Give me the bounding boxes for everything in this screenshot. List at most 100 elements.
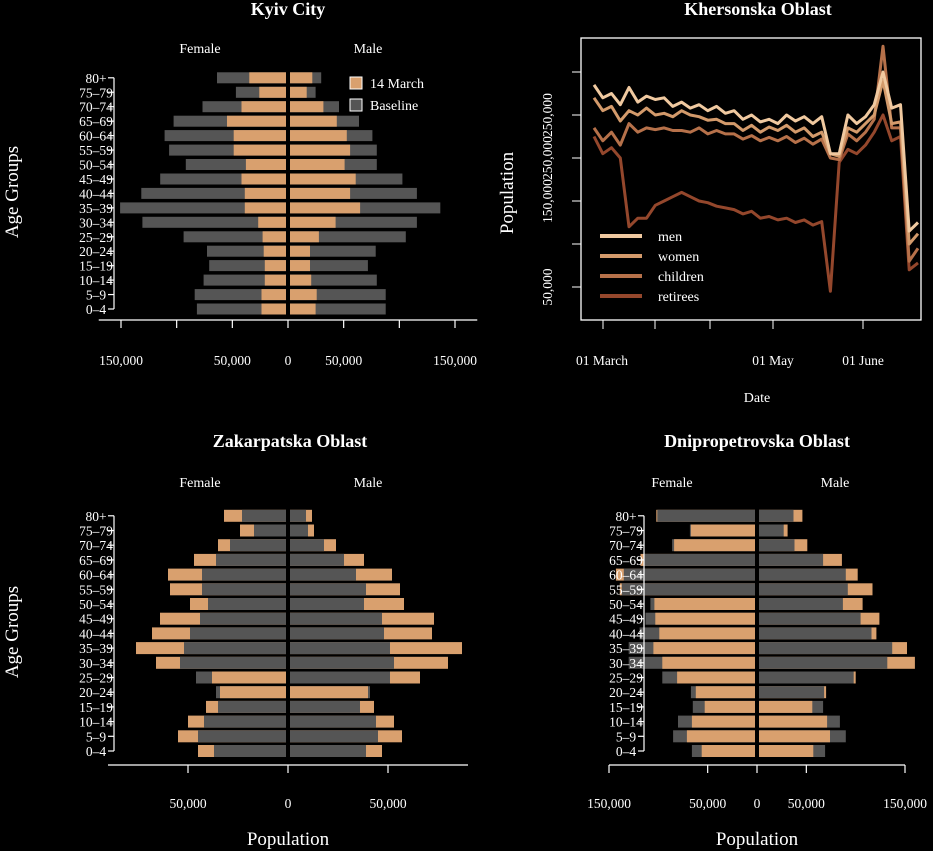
bar-female-march14 <box>244 202 286 214</box>
bar-female-baseline <box>169 144 286 156</box>
bar-female-march14 <box>233 144 286 156</box>
bar-female-march14 <box>690 524 755 537</box>
bar-female-march14 <box>654 598 755 610</box>
bar-female-baseline <box>623 568 755 581</box>
bar-male-march14 <box>290 101 324 113</box>
y-tick-label: 30–34 <box>79 656 113 671</box>
y-tick-label: 10–14 <box>609 715 643 730</box>
y-tick-label: 70–74 <box>79 100 113 115</box>
bar-female-march14 <box>249 72 286 84</box>
y-tick-label: 40–44 <box>609 626 643 641</box>
bar-female-march14 <box>704 700 755 713</box>
bar-male-baseline <box>759 671 854 684</box>
y-tick-label: 5–9 <box>616 729 637 744</box>
line-men <box>592 70 920 233</box>
bar-female-march14 <box>261 303 286 315</box>
line-children <box>592 44 920 263</box>
bar-female-baseline <box>202 583 286 596</box>
bar-female-baseline <box>185 159 286 170</box>
bar-female-baseline <box>208 598 286 610</box>
y-tick-label: 250,000 <box>540 93 555 137</box>
kyiv-y-axis-label: Age Groups <box>2 146 23 238</box>
dnipropetrovska-y-axis: 0–45–910–1415–1920–2425–2930–3435–3940–4… <box>609 509 645 759</box>
zakarpatska-bars <box>136 509 462 757</box>
kyiv-y-axis: 0–45–910–1415–1920–2425–2930–3435–3940–4… <box>79 71 115 317</box>
bar-male-baseline <box>290 202 441 214</box>
bar-male-baseline <box>290 568 356 581</box>
y-tick-label: 0–4 <box>86 744 107 759</box>
bar-male-baseline <box>290 216 417 228</box>
zakarpatska-title: Zakarpatska Oblast <box>213 431 368 451</box>
kyiv-bars <box>120 72 441 315</box>
bar-female-baseline <box>216 553 286 566</box>
legend-label-women: women <box>658 250 699 265</box>
bar-male-baseline <box>290 671 390 684</box>
bar-male-baseline <box>759 509 794 522</box>
bar-female-march14 <box>264 260 286 272</box>
bar-male-baseline <box>290 745 366 757</box>
bar-female-march14 <box>227 115 286 127</box>
bar-male-march14 <box>290 260 310 272</box>
bar-female-baseline <box>198 730 286 743</box>
bar-female-march14 <box>674 539 755 552</box>
bar-female-baseline <box>183 231 286 243</box>
kyiv-pyramid-panel: Kyiv City Female Male Age Groups 0–45–91… <box>2 0 478 368</box>
y-tick-label: 0–4 <box>616 744 637 759</box>
y-tick-label: 25–29 <box>79 671 113 686</box>
bar-female-baseline <box>230 539 286 552</box>
bar-female-march14 <box>241 173 286 185</box>
bar-female-march14 <box>264 274 286 286</box>
x-tick-label: 50,000 <box>689 796 726 811</box>
y-tick-label: 150,000 <box>540 179 555 223</box>
bar-male-baseline <box>290 187 417 199</box>
bar-male-march14 <box>290 202 361 214</box>
y-tick-label: 10–14 <box>79 273 113 288</box>
bar-female-march14 <box>212 671 286 684</box>
bar-female-march14 <box>258 216 286 228</box>
legend-label-march14: 14 March <box>370 77 424 92</box>
x-tick-label: 0 <box>285 796 292 811</box>
y-tick-label: 60–64 <box>609 568 643 583</box>
legend-label-men: men <box>658 230 682 245</box>
dnipropetrovska-male-label: Male <box>821 476 850 491</box>
bar-male-baseline <box>759 686 825 699</box>
y-tick-label: 20–24 <box>79 244 113 259</box>
y-tick-label: 80+ <box>85 71 106 86</box>
y-tick-label: 50–54 <box>79 597 113 612</box>
y-tick-label: 75–79 <box>609 524 643 539</box>
bar-male-baseline <box>290 700 360 713</box>
bar-male-baseline <box>759 656 888 669</box>
x-tick-label: 50,000 <box>214 353 251 368</box>
bar-male-march14 <box>290 216 336 228</box>
dnipropetrovska-bars <box>615 509 915 757</box>
y-tick-label: 15–19 <box>79 700 113 715</box>
bar-male-march14 <box>290 187 351 199</box>
y-tick-label: 25–29 <box>609 671 643 686</box>
y-tick-label: 55–59 <box>79 143 113 158</box>
y-tick-label: 65–69 <box>609 553 643 568</box>
bar-male-baseline <box>290 642 390 655</box>
bar-male-baseline <box>759 553 824 566</box>
bar-female-march14 <box>245 159 286 170</box>
bar-male-march14 <box>290 303 316 315</box>
y-tick-label: 55–59 <box>609 582 643 597</box>
kyiv-female-label: Female <box>179 42 220 57</box>
bar-male-baseline <box>290 715 376 728</box>
x-tick-label: 0 <box>754 796 761 811</box>
x-tick-label: 150,000 <box>883 796 927 811</box>
legend-swatch-march14 <box>349 76 363 90</box>
y-tick-label: 45–49 <box>609 612 643 627</box>
y-tick-label: 50–54 <box>609 597 643 612</box>
y-tick-label: 45–49 <box>79 172 113 187</box>
bar-male-march14 <box>290 86 307 98</box>
y-tick-label: 70–74 <box>609 538 643 553</box>
x-tick-label: 01 June <box>842 353 884 368</box>
bar-male-baseline <box>290 231 406 243</box>
bar-female-march14 <box>244 187 286 199</box>
bar-male-baseline <box>759 642 893 655</box>
y-tick-label: 70–74 <box>79 538 113 553</box>
y-tick-label: 30–34 <box>609 656 643 671</box>
bar-male-baseline <box>759 539 795 552</box>
kyiv-x-axis: 150,000 50,000 0 50,000 150,000 <box>98 319 478 368</box>
kherson-y-axis: 50,000 150,000 250,000 250,000 <box>540 71 581 306</box>
